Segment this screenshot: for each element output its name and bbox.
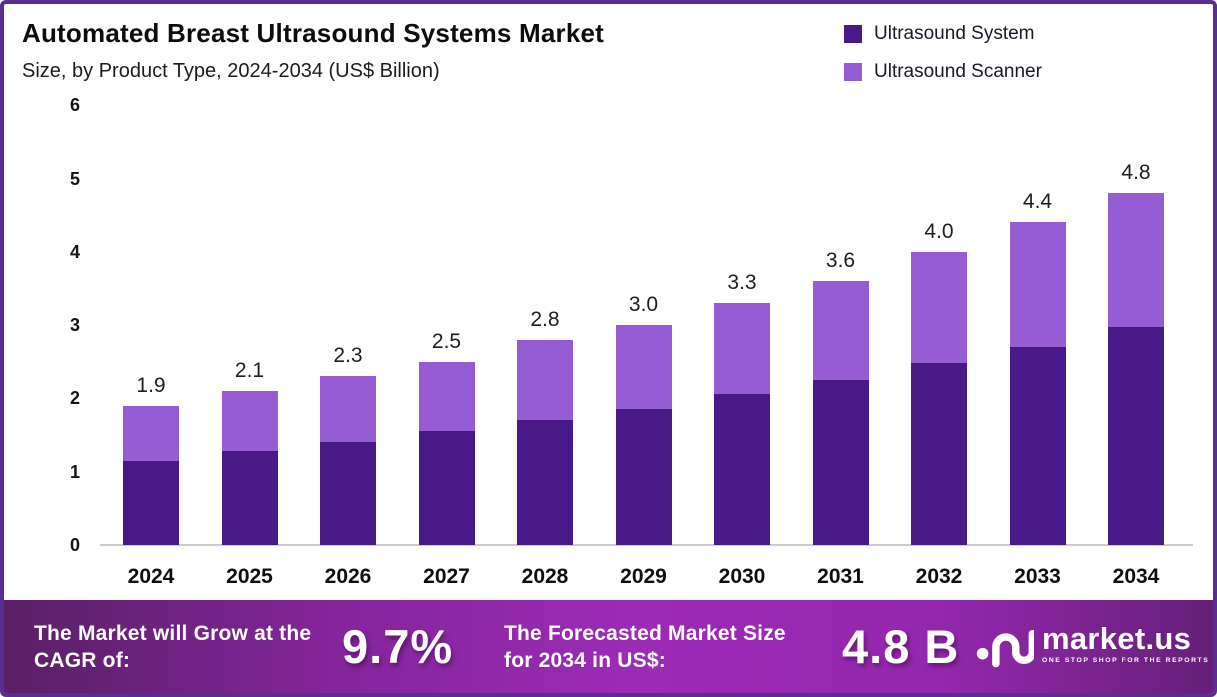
- bar-2024: [123, 405, 179, 545]
- bar-2029-system-segment: [615, 408, 672, 545]
- bar-2025-system-segment: [221, 451, 278, 545]
- y-axis-tick-5: 5: [69, 168, 80, 189]
- bar-total-label-2027: 2.5: [431, 329, 462, 353]
- legend-swatch: [844, 62, 862, 81]
- bar-total-label-2025: 2.1: [234, 359, 265, 383]
- legend-item-1: Ultrasound Scanner: [844, 60, 1042, 82]
- x-axis-label-2031: 2031: [817, 565, 864, 588]
- logo-tagline: ONE STOP SHOP FOR THE REPORTS: [1042, 657, 1210, 664]
- x-axis-label-2029: 2029: [620, 565, 667, 588]
- x-axis-label-2032: 2032: [915, 565, 963, 588]
- bar-2025-scanner-segment: [221, 391, 278, 452]
- logo-wordmark: market.us: [1042, 621, 1192, 656]
- bar-total-label-2028: 2.8: [530, 307, 560, 331]
- bar-total-label-2024: 1.9: [136, 373, 166, 397]
- bar-2031-scanner-segment: [812, 281, 869, 381]
- bar-2030: [714, 303, 770, 545]
- bar-2032-system-segment: [911, 363, 967, 545]
- bar-2024-system-segment: [123, 460, 179, 545]
- x-axis-label-2025: 2025: [226, 565, 273, 588]
- bar-2034: [1108, 193, 1164, 545]
- bar-total-label-2031: 3.6: [825, 249, 856, 273]
- x-axis-label-2034: 2034: [1112, 565, 1160, 588]
- bar-2030-scanner-segment: [714, 303, 770, 394]
- market-us-logo: market.us ONE STOP SHOP FOR THE REPORTS: [976, 622, 1209, 672]
- legend-item-0: Ultrasound System: [844, 22, 1042, 44]
- bar-2031-system-segment: [812, 380, 869, 545]
- bar-total-label-2030: 3.3: [727, 271, 757, 295]
- x-axis-line: [100, 544, 1193, 546]
- x-axis-label-2027: 2027: [423, 565, 470, 588]
- stacked-bar-chart: 0 1 2 3 4 5 6 1.9 2024 2.1 2025 2.3 2026 2.5 2027 2.8 20…: [4, 4, 1213, 693]
- bar-2027-system-segment: [418, 431, 475, 545]
- bar-2027-scanner-segment: [418, 361, 475, 432]
- x-axis-label-2024: 2024: [127, 565, 175, 588]
- market-us-squiggle-icon: [976, 630, 1034, 668]
- bar-2033-scanner-segment: [1009, 222, 1066, 348]
- y-axis-tick-3: 3: [69, 315, 80, 336]
- page-title: Automated Breast Ultrasound Systems Mark…: [22, 18, 604, 48]
- bar-total-label-2034: 4.8: [1121, 161, 1151, 185]
- x-axis-label-2030: 2030: [718, 565, 766, 588]
- x-axis-label-2026: 2026: [324, 565, 372, 588]
- bar-total-label-2032: 4.0: [924, 219, 954, 243]
- bar-2031: [812, 281, 869, 545]
- bar-2028-scanner-segment: [517, 339, 573, 421]
- x-axis-label-2028: 2028: [521, 565, 569, 588]
- bar-2028: [517, 339, 573, 545]
- bar-2028-system-segment: [517, 420, 573, 545]
- legend-label: Ultrasound Scanner: [874, 60, 1042, 82]
- bar-2029: [615, 325, 672, 545]
- bar-2032-scanner-segment: [911, 251, 967, 364]
- y-axis-tick-6: 6: [69, 95, 80, 116]
- bar-2027: [418, 361, 475, 545]
- y-axis-tick-0: 0: [69, 535, 80, 555]
- bar-2026-scanner-segment: [320, 376, 376, 443]
- bar-2034-system-segment: [1108, 326, 1164, 545]
- legend-swatch: [844, 24, 862, 43]
- y-axis-tick-4: 4: [69, 241, 80, 262]
- chart-legend: Ultrasound System Ultrasound Scanner: [844, 22, 1042, 100]
- bar-2034-scanner-segment: [1108, 193, 1164, 327]
- bar-total-label-2029: 3.0: [628, 293, 659, 317]
- bar-2033-system-segment: [1009, 347, 1066, 545]
- forecast-value: 4.8 B: [842, 620, 960, 673]
- cagr-value: 9.7%: [342, 620, 454, 673]
- bar-2033: [1009, 222, 1066, 545]
- bar-2030-system-segment: [714, 394, 770, 545]
- y-axis-tick-2: 2: [69, 388, 80, 409]
- y-axis-tick-1: 1: [69, 461, 80, 482]
- footer-banner: The Market will Grow at the CAGR of: 9.7…: [4, 600, 1213, 693]
- bar-total-label-2026: 2.3: [333, 344, 363, 368]
- bar-2025: [221, 391, 278, 545]
- forecast-caption: The Forecasted Market Size for 2034 in U…: [504, 622, 786, 672]
- chart-subtitle: Size, by Product Type, 2024-2034 (US$ Bi…: [22, 60, 440, 82]
- bar-2024-scanner-segment: [123, 405, 179, 461]
- bar-2026-system-segment: [320, 442, 376, 545]
- x-axis-label-2033: 2033: [1014, 565, 1061, 588]
- cagr-caption: The Market will Grow at the CAGR of:: [34, 622, 312, 672]
- bar-2026: [320, 376, 376, 545]
- bar-2029-scanner-segment: [615, 325, 672, 409]
- bar-2032: [911, 251, 967, 545]
- legend-label: Ultrasound System: [874, 22, 1035, 44]
- bar-total-label-2033: 4.4: [1022, 190, 1053, 214]
